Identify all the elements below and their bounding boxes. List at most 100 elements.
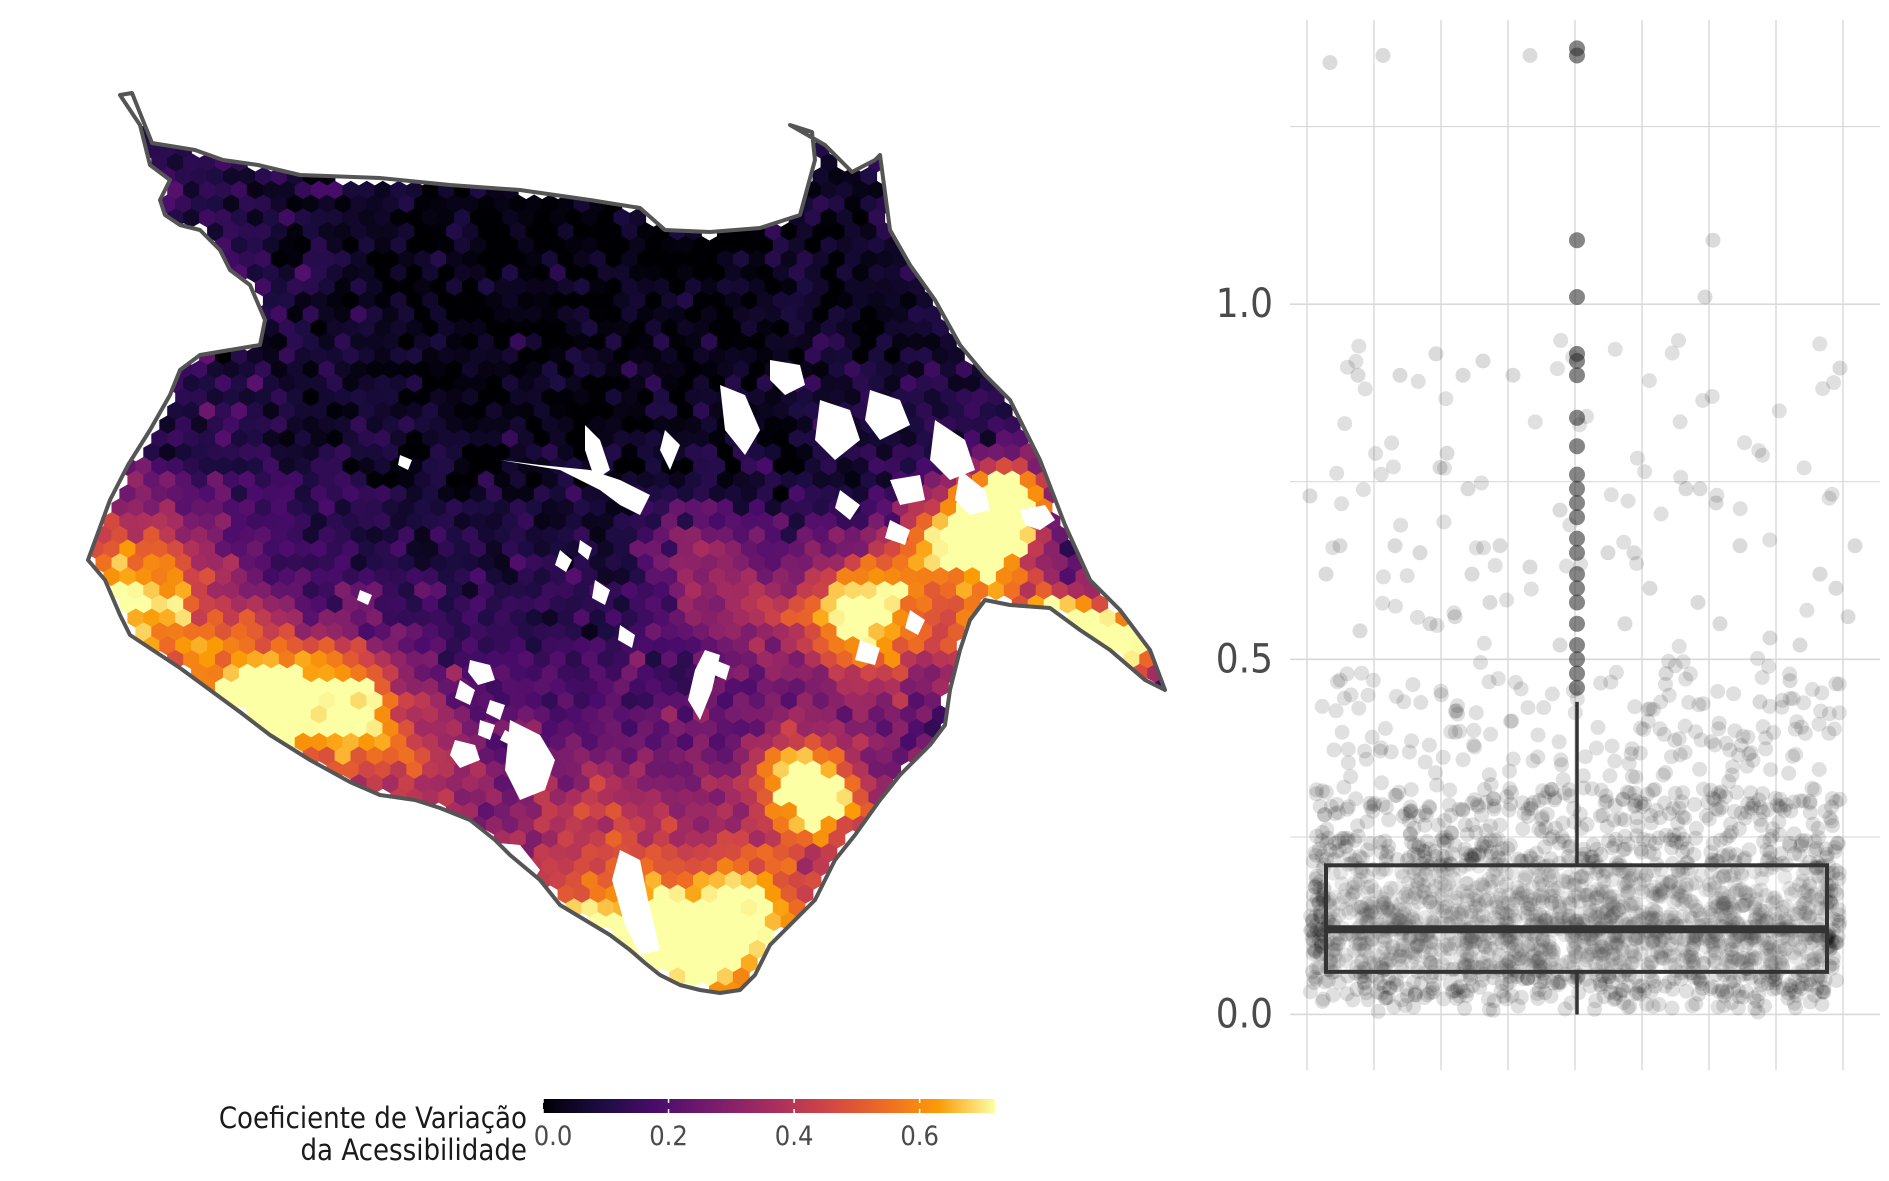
data-point [1330, 805, 1346, 821]
data-point [1752, 694, 1768, 710]
data-point [1476, 540, 1491, 556]
data-point [1781, 765, 1797, 781]
data-point [1707, 737, 1723, 753]
data-point [1466, 722, 1482, 738]
data-point [1536, 700, 1552, 716]
data-point [1796, 460, 1812, 476]
data-point [1392, 367, 1408, 383]
data-point [1476, 635, 1492, 651]
data-point [1383, 980, 1398, 996]
data-point [1419, 834, 1435, 849]
data-point [1357, 381, 1373, 397]
data-point [1436, 835, 1452, 851]
data-point [1309, 782, 1324, 798]
no-data-area [955, 700, 990, 740]
data-point [1384, 435, 1400, 451]
legend-title-line1: Coeficiente de Variação [219, 1101, 527, 1135]
data-point [1483, 726, 1499, 742]
data-point [1510, 998, 1526, 1014]
data-point [1421, 737, 1437, 753]
data-point [1442, 782, 1458, 798]
data-point [1698, 808, 1714, 824]
data-point [1828, 580, 1844, 596]
data-point [1712, 788, 1728, 804]
data-point [1832, 360, 1848, 376]
data-point [1468, 705, 1484, 721]
data-point [1588, 993, 1604, 1009]
data-point [1613, 811, 1629, 827]
data-point [1399, 568, 1415, 584]
data-point [1782, 673, 1798, 689]
data-point [1459, 827, 1475, 842]
data-point [1381, 838, 1397, 854]
data-point [1603, 487, 1619, 503]
data-point [1633, 841, 1649, 857]
data-point [1603, 674, 1619, 690]
data-point [1309, 828, 1325, 844]
data-point [1455, 752, 1471, 768]
data-point [1667, 732, 1683, 748]
data-point [1483, 777, 1499, 793]
data-point [1460, 481, 1476, 497]
data-point [1355, 482, 1371, 498]
data-point [1705, 232, 1721, 248]
data-point [1334, 496, 1349, 512]
data-point [1530, 727, 1546, 743]
data-point [1637, 464, 1653, 480]
outlier-point [1569, 580, 1585, 597]
outlier-point [1569, 544, 1585, 561]
data-point [1724, 824, 1739, 840]
outlier-point [1569, 367, 1585, 384]
data-point [1829, 886, 1845, 902]
data-point [1727, 723, 1743, 739]
data-point [1593, 782, 1609, 798]
data-point [1473, 655, 1488, 670]
data-point [1607, 837, 1623, 853]
data-point [1520, 808, 1536, 824]
data-point [1365, 672, 1381, 688]
data-point [1432, 460, 1448, 475]
outlier-point [1569, 289, 1585, 305]
data-point [1812, 566, 1828, 582]
data-point [1492, 817, 1508, 833]
data-point [1670, 815, 1686, 831]
data-point [1496, 988, 1512, 1004]
data-point [1831, 676, 1847, 692]
data-point [1422, 616, 1438, 632]
data-point [1529, 986, 1545, 1002]
data-point [1351, 338, 1367, 354]
data-point [1810, 830, 1826, 846]
data-point [1721, 774, 1737, 790]
outlier-point [1569, 509, 1585, 526]
outlier-point [1569, 40, 1585, 57]
data-point [1439, 445, 1455, 461]
data-point [1340, 755, 1356, 771]
data-point [1784, 978, 1799, 994]
outlier-point [1569, 438, 1585, 455]
data-point [1620, 978, 1636, 994]
data-point [1552, 637, 1568, 653]
data-point [1351, 700, 1367, 716]
data-point [1763, 762, 1779, 778]
data-point [1556, 833, 1572, 849]
data-point [1377, 721, 1393, 736]
data-point [1553, 752, 1569, 768]
data-point [1474, 807, 1489, 823]
data-point [1847, 538, 1863, 554]
y-tick-label: 1.0 [1216, 281, 1273, 327]
y-tick-label: 0.5 [1216, 636, 1273, 682]
data-point [1732, 501, 1748, 517]
data-point [1712, 616, 1728, 632]
data-point [1527, 414, 1543, 430]
outlier-point [1569, 665, 1585, 682]
data-point [1485, 1002, 1501, 1018]
data-point [1692, 481, 1708, 497]
data-point [1690, 595, 1706, 610]
outliers [1569, 40, 1585, 696]
data-point [1827, 721, 1842, 737]
outlier-point [1569, 637, 1585, 654]
data-point [1607, 341, 1623, 357]
data-point [1754, 670, 1770, 685]
data-point [1332, 672, 1348, 688]
data-point [1602, 768, 1618, 784]
